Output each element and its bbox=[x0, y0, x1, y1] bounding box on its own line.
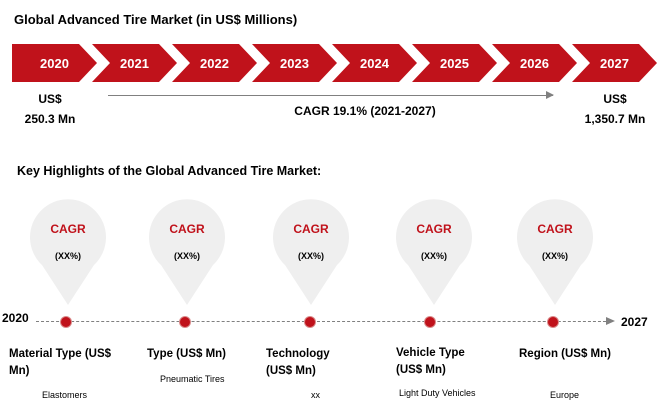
segment-label-region: Region (US$ Mn) bbox=[519, 348, 611, 360]
cagr-arrowhead bbox=[546, 91, 554, 99]
year-chevron-2027: 2027 bbox=[572, 44, 657, 82]
pin-cagr-value: (XX%) bbox=[541, 251, 568, 261]
chart-title: Global Advanced Tire Market (in US$ Mill… bbox=[14, 12, 298, 27]
pin-cagr-value: (XX%) bbox=[54, 251, 81, 261]
pin-cagr-label: CAGR bbox=[537, 222, 573, 236]
start-value-currency: US$ bbox=[38, 92, 62, 106]
year-label: 2024 bbox=[360, 55, 389, 71]
pin-cagr-value: (XX%) bbox=[420, 251, 447, 261]
map-pin-icon bbox=[273, 199, 349, 305]
segment-example: Light Duty Vehicles bbox=[399, 388, 476, 398]
highlight-pin-type: CAGR (XX%) bbox=[149, 195, 245, 307]
year-label: 2026 bbox=[520, 55, 549, 71]
pin-cagr-label: CAGR bbox=[293, 222, 329, 236]
end-value-currency: US$ bbox=[603, 92, 627, 106]
segment-example: Europe bbox=[550, 390, 580, 400]
start-value: US$ 250.3 Mn bbox=[10, 89, 90, 129]
segment-label-type: Type (US$ Mn) bbox=[147, 348, 227, 360]
year-chevron-2023: 2023 bbox=[252, 44, 337, 82]
cagr-label: CAGR 19.1% (2021-2027) bbox=[294, 104, 436, 118]
map-pin-icon bbox=[396, 199, 472, 305]
year-chevron-2025: 2025 bbox=[412, 44, 497, 82]
segment-label-material-type: Material Type (US$ Mn) bbox=[9, 348, 112, 377]
year-label: 2022 bbox=[200, 55, 229, 71]
highlight-pin-vehicle-type: CAGR (XX%) bbox=[396, 195, 492, 307]
timeline-dot bbox=[305, 317, 315, 327]
end-value-amount: 1,350.7 Mn bbox=[584, 112, 646, 126]
pin-cagr-value: (XX%) bbox=[173, 251, 200, 261]
start-value-amount: 250.3 Mn bbox=[24, 112, 76, 126]
year-label: 2025 bbox=[440, 55, 469, 71]
cagr-arrow-line bbox=[108, 95, 553, 96]
timeline-dot bbox=[61, 317, 71, 327]
year-chevron-2021: 2021 bbox=[92, 44, 177, 82]
pin-cagr-label: CAGR bbox=[169, 222, 205, 236]
highlight-pin-region: CAGR (XX%) bbox=[517, 195, 613, 307]
timeline-dot bbox=[180, 317, 190, 327]
key-highlights-title: Key Highlights of the Global Advanced Ti… bbox=[17, 164, 322, 178]
year-label: 2023 bbox=[280, 55, 309, 71]
pin-cagr-label: CAGR bbox=[50, 222, 86, 236]
segment-example: Elastomers bbox=[42, 390, 88, 400]
year-label: 2021 bbox=[120, 55, 149, 71]
map-pin-icon bbox=[149, 199, 225, 305]
year-chevron-row: 2020 2021 2022 2023 2024 2025 2026 2027 bbox=[12, 44, 662, 82]
highlight-pin-technology: CAGR (XX%) bbox=[273, 195, 369, 307]
year-chevron-2024: 2024 bbox=[332, 44, 417, 82]
end-value: US$ 1,350.7 Mn bbox=[570, 89, 660, 129]
segment-example: Pneumatic Tires bbox=[160, 374, 225, 384]
year-chevron-2022: 2022 bbox=[172, 44, 257, 82]
map-pin-icon bbox=[30, 199, 106, 305]
highlight-pin-material-type: CAGR (XX%) bbox=[30, 195, 126, 307]
year-label: 2027 bbox=[600, 55, 629, 71]
year-chevron-2020: 2020 bbox=[12, 44, 97, 82]
year-label: 2020 bbox=[40, 55, 69, 71]
pin-cagr-label: CAGR bbox=[416, 222, 452, 236]
year-chevron-2026: 2026 bbox=[492, 44, 577, 82]
timeline-dot bbox=[548, 317, 558, 327]
timeline-arrowhead bbox=[606, 317, 615, 325]
segment-label-technology: Technology (US$ Mn) bbox=[266, 348, 330, 377]
timeline-line bbox=[36, 321, 611, 322]
timeline-end-year: 2027 bbox=[621, 315, 648, 329]
timeline-dot bbox=[425, 317, 435, 327]
pin-cagr-value: (XX%) bbox=[297, 251, 324, 261]
timeline-start-year: 2020 bbox=[2, 311, 29, 325]
segment-example: xx bbox=[311, 390, 320, 400]
map-pin-icon bbox=[517, 199, 593, 305]
segment-label-vehicle-type: Vehicle Type (US$ Mn) bbox=[396, 347, 465, 376]
